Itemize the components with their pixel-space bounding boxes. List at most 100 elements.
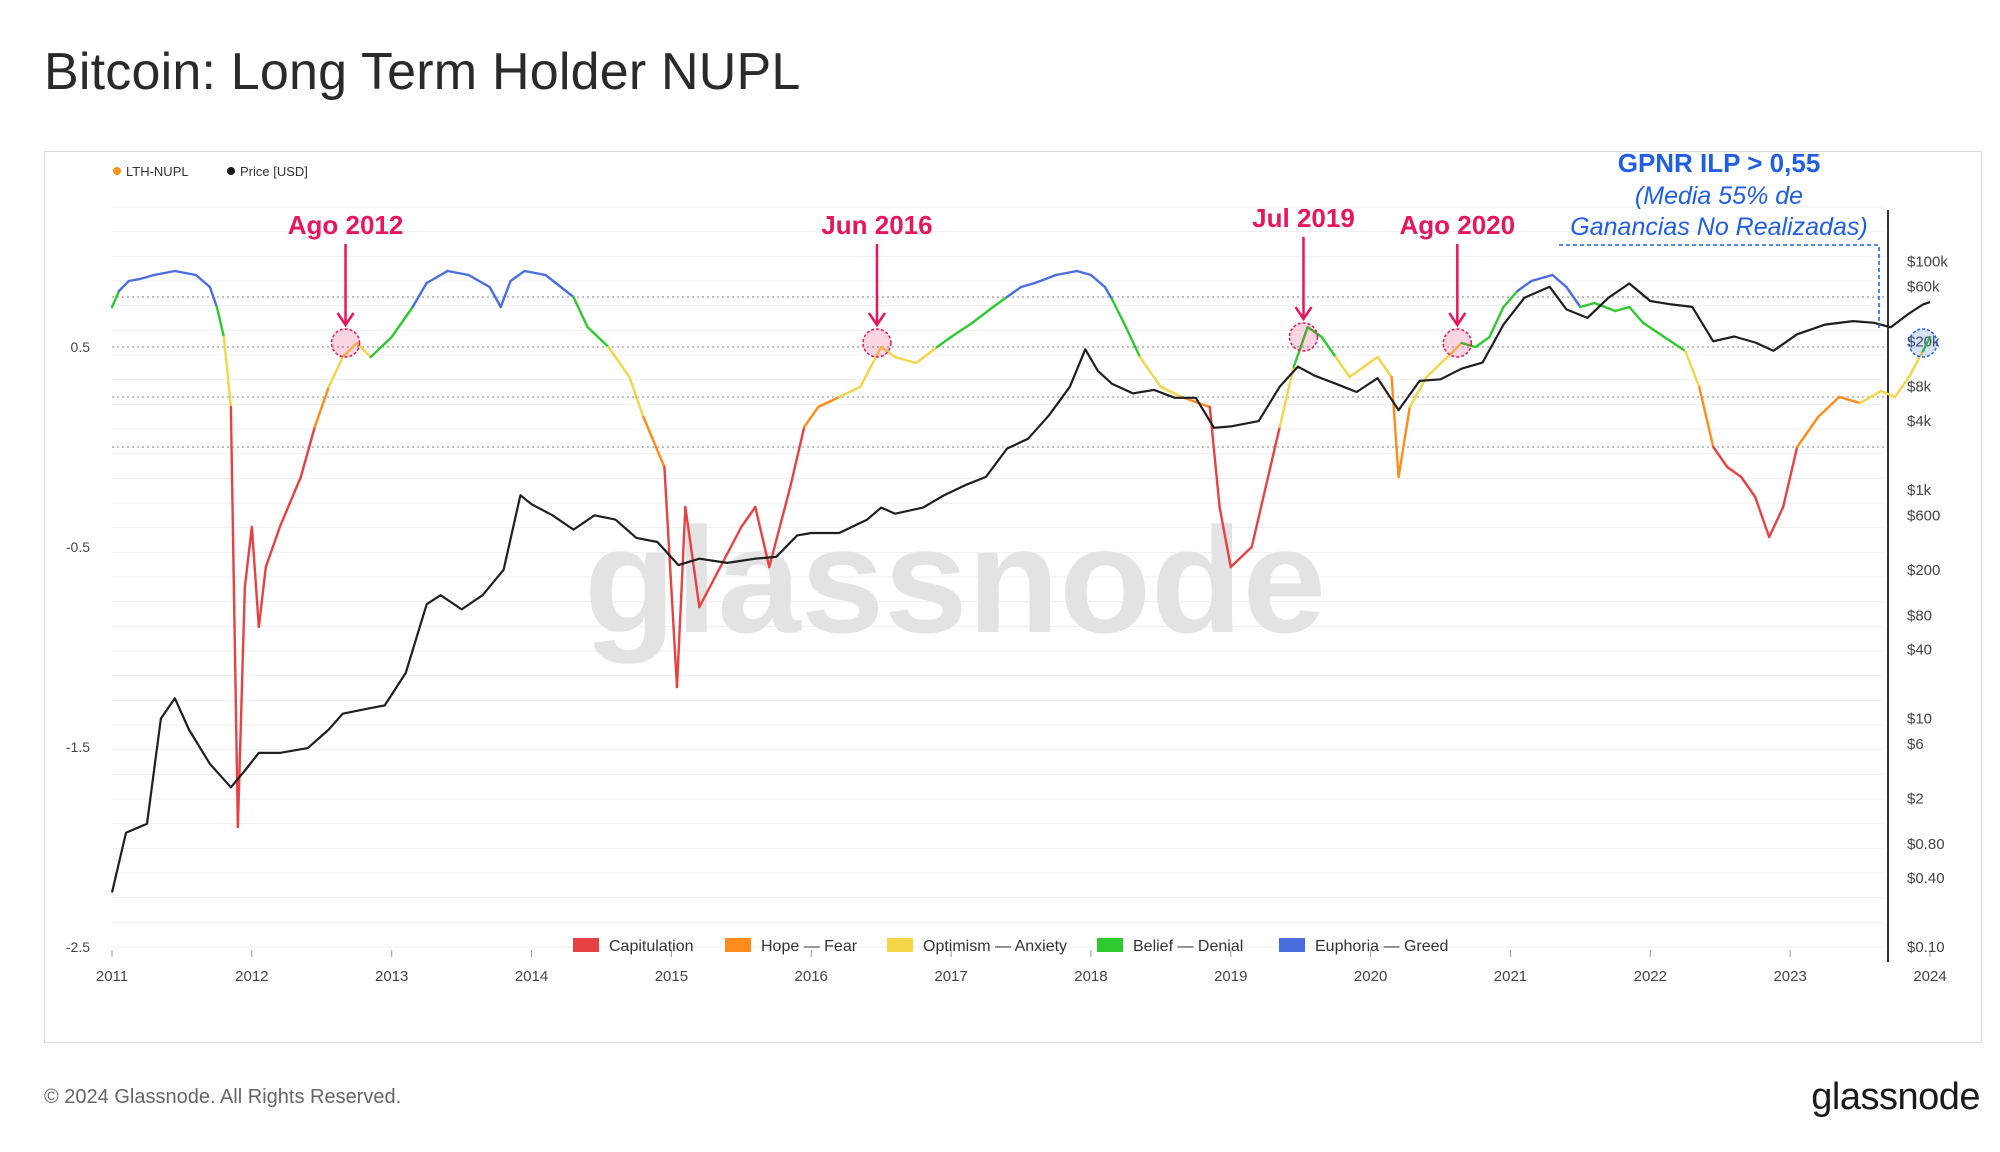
lth-nupl-segment — [229, 405, 240, 829]
lth-nupl-segment — [935, 335, 953, 349]
lth-nupl-segment — [127, 277, 142, 283]
lth-nupl-segment — [509, 269, 526, 283]
annotation-circle — [862, 328, 892, 358]
legend-top-label: Price [USD] — [240, 164, 308, 179]
lth-nupl-segment — [222, 335, 233, 409]
footer-copyright: © 2024 Glassnode. All Rights Reserved. — [44, 1086, 402, 1108]
lth-nupl-segment — [313, 385, 330, 429]
x-tick-label: 2012 — [235, 968, 268, 985]
lth-nupl-segment — [991, 295, 1009, 309]
lth-nupl-segment — [411, 281, 428, 309]
lth-nupl-segment — [1110, 297, 1128, 329]
lth-nupl-segment — [138, 273, 156, 281]
lth-nupl-segment — [1565, 285, 1582, 309]
callout-leader — [1559, 244, 1880, 329]
x-tick-label: 2016 — [795, 968, 828, 985]
lth-nupl-segment — [698, 565, 722, 609]
lth-nupl-segment — [1408, 375, 1428, 409]
lth-nupl-segment — [1858, 389, 1883, 405]
lth-nupl-segment — [523, 269, 547, 277]
lth-nupl-segment — [879, 345, 897, 359]
lth-nupl-segment — [1907, 349, 1925, 379]
lth-nupl-segment — [817, 395, 841, 409]
y-right-tick-label: $60k — [1907, 279, 1940, 296]
y-right-tick-label: $40 — [1907, 642, 1932, 659]
annotation-arrow-head — [1448, 312, 1467, 328]
lth-nupl-segment — [893, 355, 918, 365]
callout-line2: (Media 55% de — [1635, 182, 1803, 210]
lth-nupl-segment — [719, 525, 743, 569]
lth-nupl-segment — [642, 415, 666, 469]
lth-nupl-segment — [1502, 289, 1519, 309]
lth-nupl-segment — [215, 305, 226, 339]
lth-nupl-segment — [663, 465, 679, 689]
lth-nupl-segment — [369, 335, 393, 359]
legend-swatch — [573, 938, 599, 952]
lth-nupl-segment — [173, 269, 198, 277]
y-right-tick-label: $200 — [1907, 562, 1940, 579]
lth-nupl-segment — [1033, 273, 1058, 285]
x-tick-label: 2014 — [515, 968, 548, 985]
x-tick-label: 2020 — [1354, 968, 1387, 985]
lth-nupl-segment — [1397, 405, 1411, 479]
lth-nupl-segment — [1229, 545, 1253, 569]
annotation-arrow-head — [336, 312, 355, 328]
lth-nupl-segment — [949, 321, 974, 339]
lth-nupl-segment — [684, 505, 701, 609]
lth-nupl-segment — [1684, 349, 1701, 389]
y-right-tick-label: $6 — [1907, 736, 1924, 753]
lth-nupl-segment — [1292, 325, 1309, 369]
lth-nupl-segment — [1488, 305, 1505, 339]
legend-dot — [227, 167, 235, 175]
lth-nupl-segment — [1551, 273, 1568, 289]
x-tick-label: 2021 — [1494, 968, 1527, 985]
lth-nupl-segment — [1264, 425, 1281, 489]
y-left-tick-label: 0.5 — [71, 339, 91, 355]
lth-nupl-segment — [257, 565, 268, 629]
lth-nupl-segment — [1320, 335, 1337, 359]
lth-nupl-segment — [1460, 341, 1477, 349]
lth-nupl-segment — [278, 475, 302, 529]
y-right-tick-label: $8k — [1907, 379, 1932, 396]
lth-nupl-segment — [1159, 385, 1184, 399]
annotation-circle — [1288, 322, 1319, 352]
legend-bottom-label: Euphoria — Greed — [1315, 938, 1448, 955]
lth-nupl-segment — [1138, 355, 1163, 389]
lth-nupl-segment — [675, 505, 687, 689]
y-right-tick-label: $100k — [1907, 253, 1948, 270]
lth-nupl-segment — [1579, 301, 1596, 309]
y-left-tick-label: -0.5 — [66, 539, 90, 555]
lth-nupl-segment — [208, 285, 219, 309]
lth-nupl-segment — [425, 269, 449, 285]
lth-nupl-segment — [572, 295, 589, 329]
glassnode-logo: glassnode — [1811, 1076, 1980, 1118]
lth-nupl-segment — [110, 289, 121, 309]
lth-nupl-segment — [1837, 395, 1862, 405]
lth-nupl-segment — [1726, 465, 1743, 479]
callout-circle — [1908, 328, 1938, 358]
lth-nupl-segment — [1767, 505, 1785, 539]
lth-nupl-segment — [1218, 505, 1232, 569]
lth-nupl-segment — [1306, 325, 1323, 339]
lth-nupl-segment — [1879, 389, 1897, 399]
lth-nupl-segment — [586, 325, 610, 349]
chart-frame: glassnode 2011 2012 2013 2014 2015 2016 2017 201… — [44, 151, 1982, 1043]
lth-nupl-segment — [1124, 325, 1142, 359]
lth-nupl-segment — [970, 305, 995, 325]
lth-nupl-segment — [117, 279, 130, 293]
annotation-arrow-head — [1294, 306, 1313, 322]
lth-nupl-segment — [1893, 375, 1911, 399]
lth-nupl-segment — [1334, 355, 1351, 379]
lth-nupl-segment — [1425, 355, 1449, 379]
annotation-circle — [330, 328, 361, 358]
lth-nupl-segment — [264, 525, 282, 569]
lth-nupl-segment — [1376, 355, 1393, 379]
lth-nupl-segment — [1593, 301, 1617, 313]
legend-bottom-label: Capitulation — [609, 938, 694, 955]
lth-nupl-segment — [803, 405, 820, 429]
x-tick-label: 2019 — [1214, 968, 1247, 985]
lth-nupl-segment — [838, 385, 862, 399]
lth-nupl-segment — [299, 425, 316, 479]
lth-nupl-segment — [327, 355, 344, 389]
lth-nupl-segment — [1019, 281, 1037, 289]
